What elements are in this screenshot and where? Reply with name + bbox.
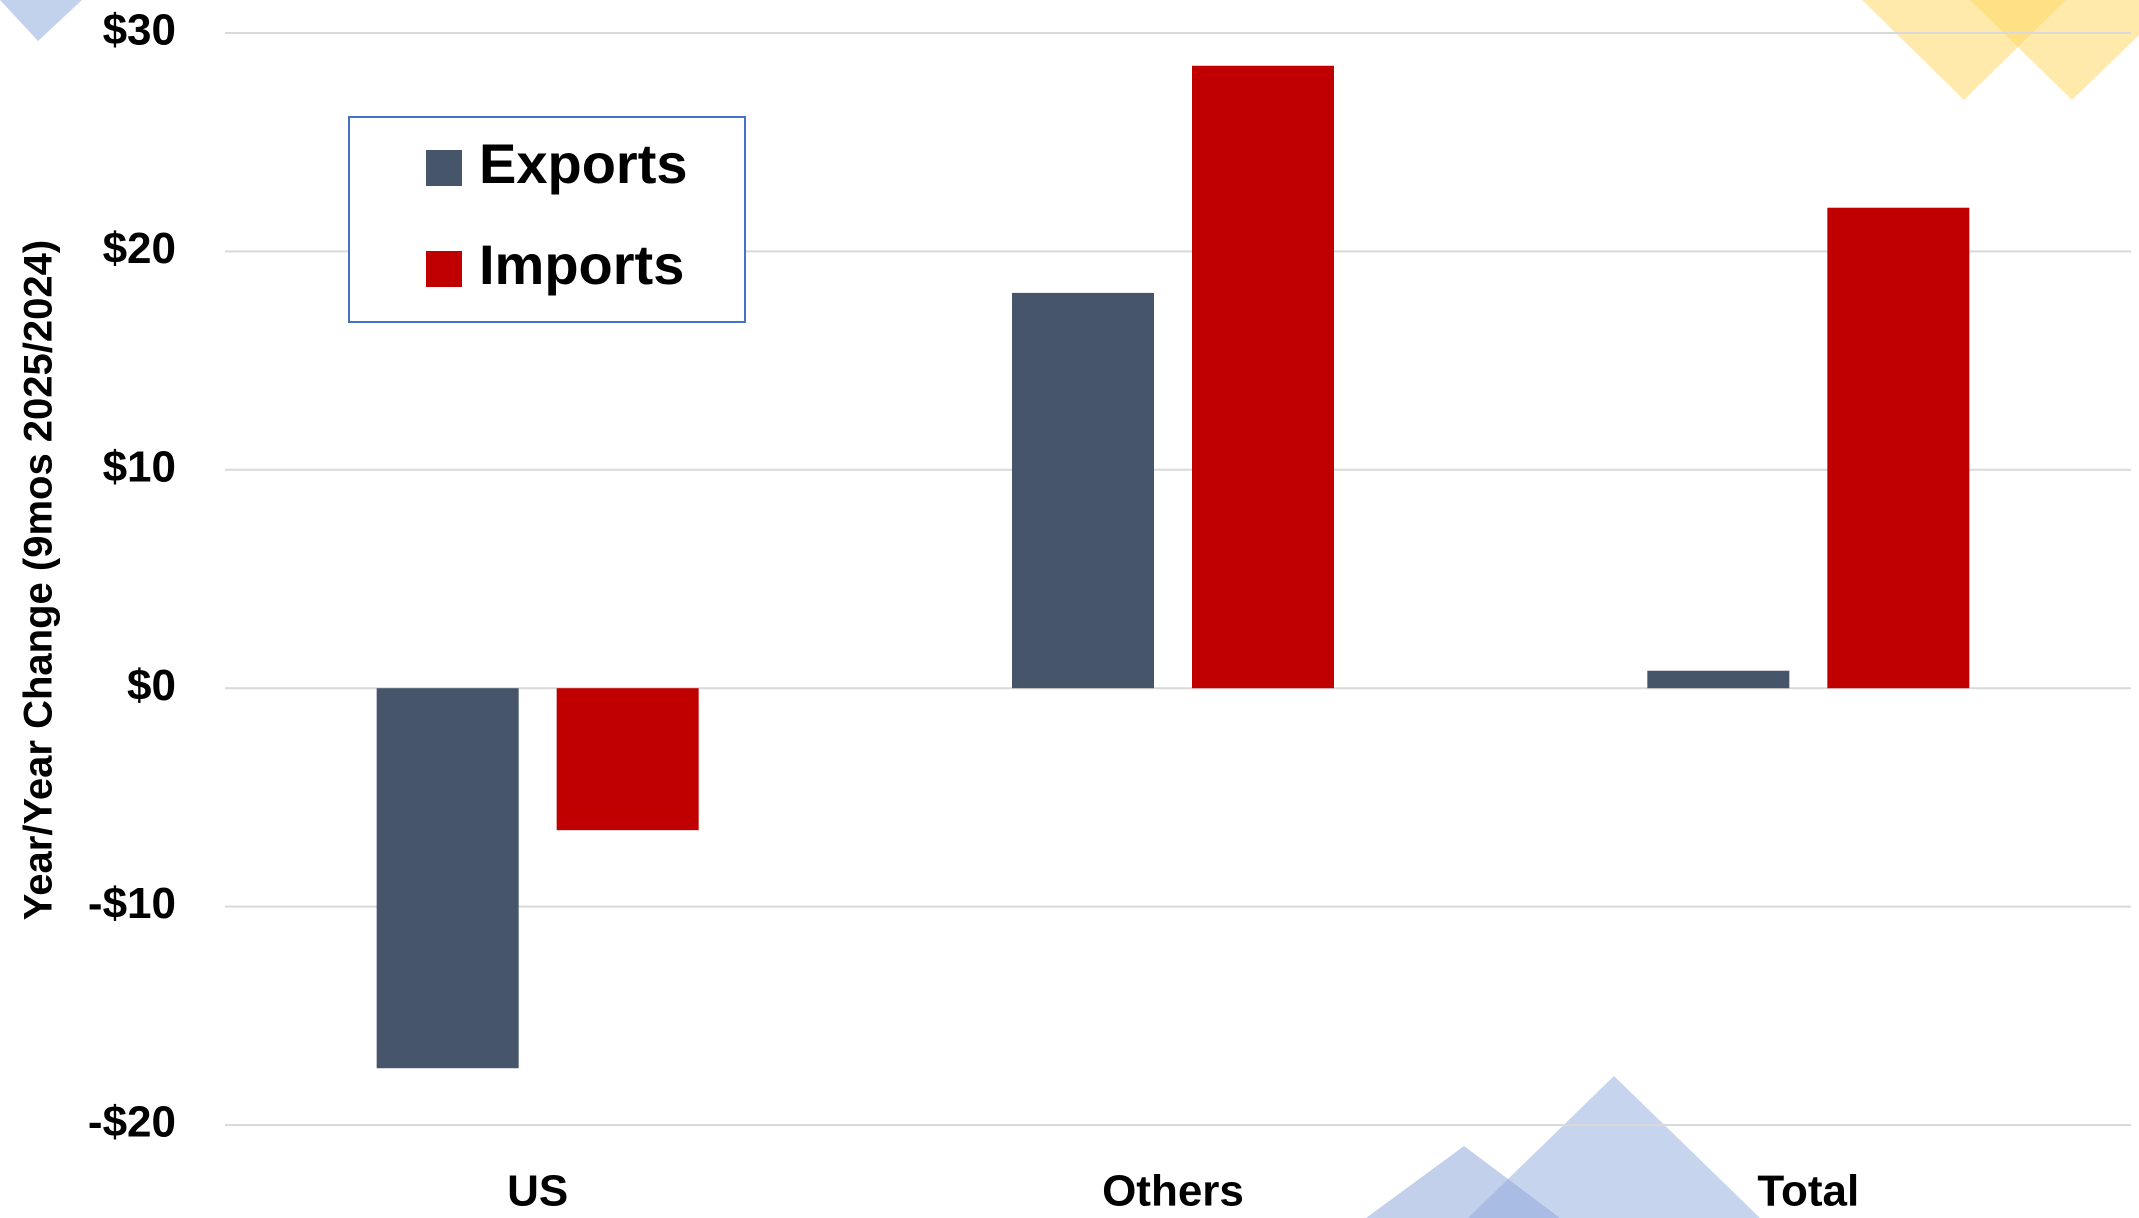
bar — [1012, 292, 1154, 689]
x-tick-label: Others — [1102, 1167, 1244, 1216]
x-tick-label: Total — [1757, 1167, 1859, 1216]
bars — [376, 65, 1970, 1069]
y-tick-label: $20 — [103, 224, 176, 273]
y-tick-label: -$10 — [88, 879, 176, 928]
bar — [1827, 207, 1970, 689]
bar — [1647, 670, 1790, 689]
legend-swatch — [426, 251, 462, 287]
y-tick-label: $10 — [103, 442, 176, 491]
legend-box — [348, 116, 746, 323]
decor-diamond — [1970, 0, 2139, 100]
bar — [376, 688, 519, 1069]
decor-triangle — [0, 0, 82, 41]
y-tick-label: $30 — [103, 6, 176, 55]
y-tick-label: $0 — [127, 661, 176, 710]
legend-label: Exports — [479, 132, 688, 195]
y-axis-title: Year/Year Change (9mos 2025/2024) — [17, 240, 61, 920]
bar — [1192, 65, 1334, 689]
legend-label: Imports — [479, 233, 684, 296]
legend-swatch — [426, 150, 462, 186]
decor-triangle — [1468, 1076, 1760, 1218]
legend: Exports Imports — [348, 116, 746, 323]
y-tick-label: -$20 — [88, 1098, 176, 1147]
bar — [556, 688, 699, 831]
x-tick-label: US — [507, 1167, 568, 1216]
